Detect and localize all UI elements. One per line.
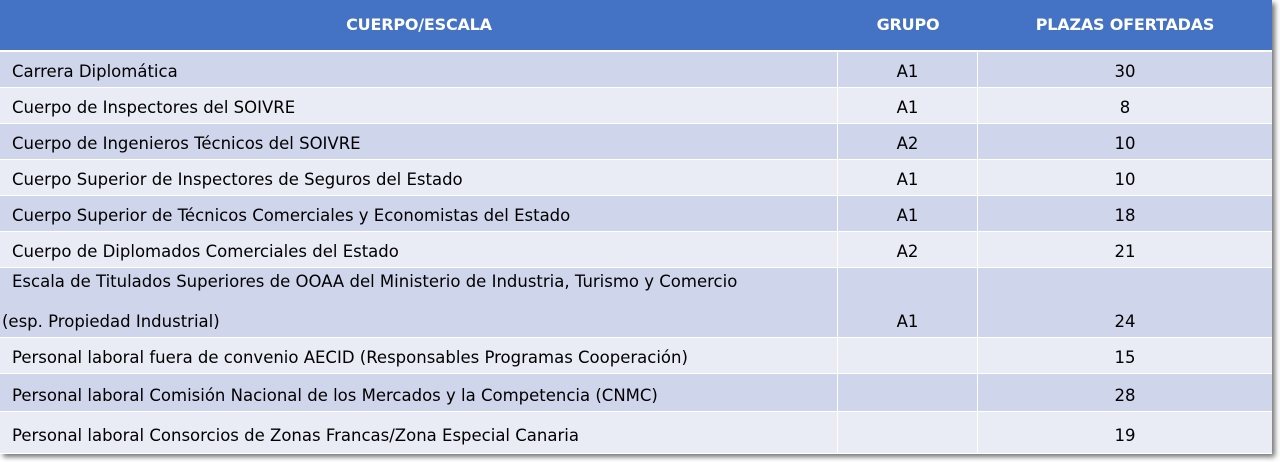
grupo-text: A1: [896, 62, 919, 81]
cuerpo-text-line2: (esp. Propiedad Industrial): [2, 312, 220, 331]
cuerpo-text: Personal laboral fuera de convenio AECID…: [12, 348, 688, 367]
grupo-cell: A1: [838, 196, 978, 232]
table-row: Personal laboral fuera de convenio AECID…: [0, 338, 1272, 374]
grupo-cell: A1: [838, 52, 978, 88]
cuerpo-text: Cuerpo de Inspectores del SOIVRE: [12, 98, 296, 117]
plazas-cell: 8: [978, 88, 1272, 124]
grupo-cell: A2: [838, 232, 978, 268]
cuerpo-cell: Cuerpo de Ingenieros Técnicos del SOIVRE: [0, 124, 838, 160]
cuerpo-text: Carrera Diplomática: [12, 62, 178, 81]
cuerpo-cell: Cuerpo Superior de Técnicos Comerciales …: [0, 196, 838, 232]
header-grupo: GRUPO: [876, 15, 940, 34]
grupo-text: A1: [896, 170, 919, 189]
plazas-cell: 15: [978, 338, 1272, 374]
grupo-text: A2: [896, 242, 919, 261]
plazas-cell: 18: [978, 196, 1272, 232]
cuerpo-cell: Cuerpo Superior de Inspectores de Seguro…: [0, 160, 838, 196]
grupo-cell: A1: [838, 268, 978, 338]
table-header: CUERPO/ESCALA GRUPO PLAZAS OFERTADAS: [0, 0, 1272, 52]
plazas-text: 10: [1114, 170, 1136, 189]
plazas-cell: 10: [978, 124, 1272, 160]
cuerpo-cell: Personal laboral fuera de convenio AECID…: [0, 338, 838, 374]
grupo-text: A2: [896, 134, 919, 153]
grupo-text: A1: [896, 206, 919, 225]
cuerpo-text: Personal laboral Comisión Nacional de lo…: [12, 386, 658, 405]
cuerpo-cell: Personal laboral Comisión Nacional de lo…: [0, 374, 838, 412]
cuerpo-text: Cuerpo Superior de Técnicos Comerciales …: [12, 206, 571, 225]
table-row: Cuerpo Superior de Técnicos Comerciales …: [0, 196, 1272, 232]
plazas-text: 28: [1114, 386, 1136, 405]
plazas-text: 8: [1119, 98, 1131, 117]
cuerpo-cell: Personal laboral Consorcios de Zonas Fra…: [0, 412, 838, 454]
plazas-cell: 10: [978, 160, 1272, 196]
cuerpo-text: Cuerpo Superior de Inspectores de Seguro…: [12, 170, 463, 189]
plazas-text: 24: [1114, 312, 1136, 331]
table-row: Cuerpo de Ingenieros Técnicos del SOIVRE…: [0, 124, 1272, 160]
cuerpo-cell: Cuerpo de Diplomados Comerciales del Est…: [0, 232, 838, 268]
plazas-text: 21: [1114, 242, 1136, 261]
header-plazas-ofertadas: PLAZAS OFERTADAS: [1035, 15, 1215, 34]
plazas-cell: 21: [978, 232, 1272, 268]
cuerpo-text-line1: Escala de Titulados Superiores de OOAA d…: [12, 272, 738, 291]
grupo-cell: [838, 374, 978, 412]
cuerpo-text: Cuerpo de Ingenieros Técnicos del SOIVRE: [12, 134, 361, 153]
table-row: Escala de Titulados Superiores de OOAA d…: [0, 268, 1272, 338]
grupo-cell: A1: [838, 160, 978, 196]
grupo-text: A1: [896, 312, 919, 331]
table-row: Cuerpo de Inspectores del SOIVRE A1 8: [0, 88, 1272, 124]
table-row: Personal laboral Comisión Nacional de lo…: [0, 374, 1272, 412]
plazas-text: 15: [1114, 348, 1136, 367]
plazas-text: 19: [1114, 426, 1136, 445]
grupo-cell: A1: [838, 88, 978, 124]
cuerpo-cell: Carrera Diplomática: [0, 52, 838, 88]
table-row: Cuerpo Superior de Inspectores de Seguro…: [0, 160, 1272, 196]
plazas-cell: 19: [978, 412, 1272, 454]
table-row: Cuerpo de Diplomados Comerciales del Est…: [0, 232, 1272, 268]
grupo-cell: [838, 338, 978, 374]
cuerpo-cell: Escala de Titulados Superiores de OOAA d…: [0, 268, 838, 338]
plazas-text: 10: [1114, 134, 1136, 153]
plazas-cell: 30: [978, 52, 1272, 88]
plazas-cell: 28: [978, 374, 1272, 412]
cuerpo-cell: Cuerpo de Inspectores del SOIVRE: [0, 88, 838, 124]
plazas-table: CUERPO/ESCALA GRUPO PLAZAS OFERTADAS Car…: [0, 0, 1272, 454]
plazas-cell: 24: [978, 268, 1272, 338]
table-row: Personal laboral Consorcios de Zonas Fra…: [0, 412, 1272, 454]
plazas-text: 30: [1114, 62, 1136, 81]
grupo-text: A1: [896, 98, 919, 117]
cuerpo-text: Personal laboral Consorcios de Zonas Fra…: [12, 426, 579, 445]
plazas-text: 18: [1114, 206, 1136, 225]
table-row: Carrera Diplomática A1 30: [0, 52, 1272, 88]
header-cuerpo-escala: CUERPO/ESCALA: [346, 15, 492, 34]
cuerpo-text: Cuerpo de Diplomados Comerciales del Est…: [12, 242, 399, 261]
grupo-cell: [838, 412, 978, 454]
grupo-cell: A2: [838, 124, 978, 160]
